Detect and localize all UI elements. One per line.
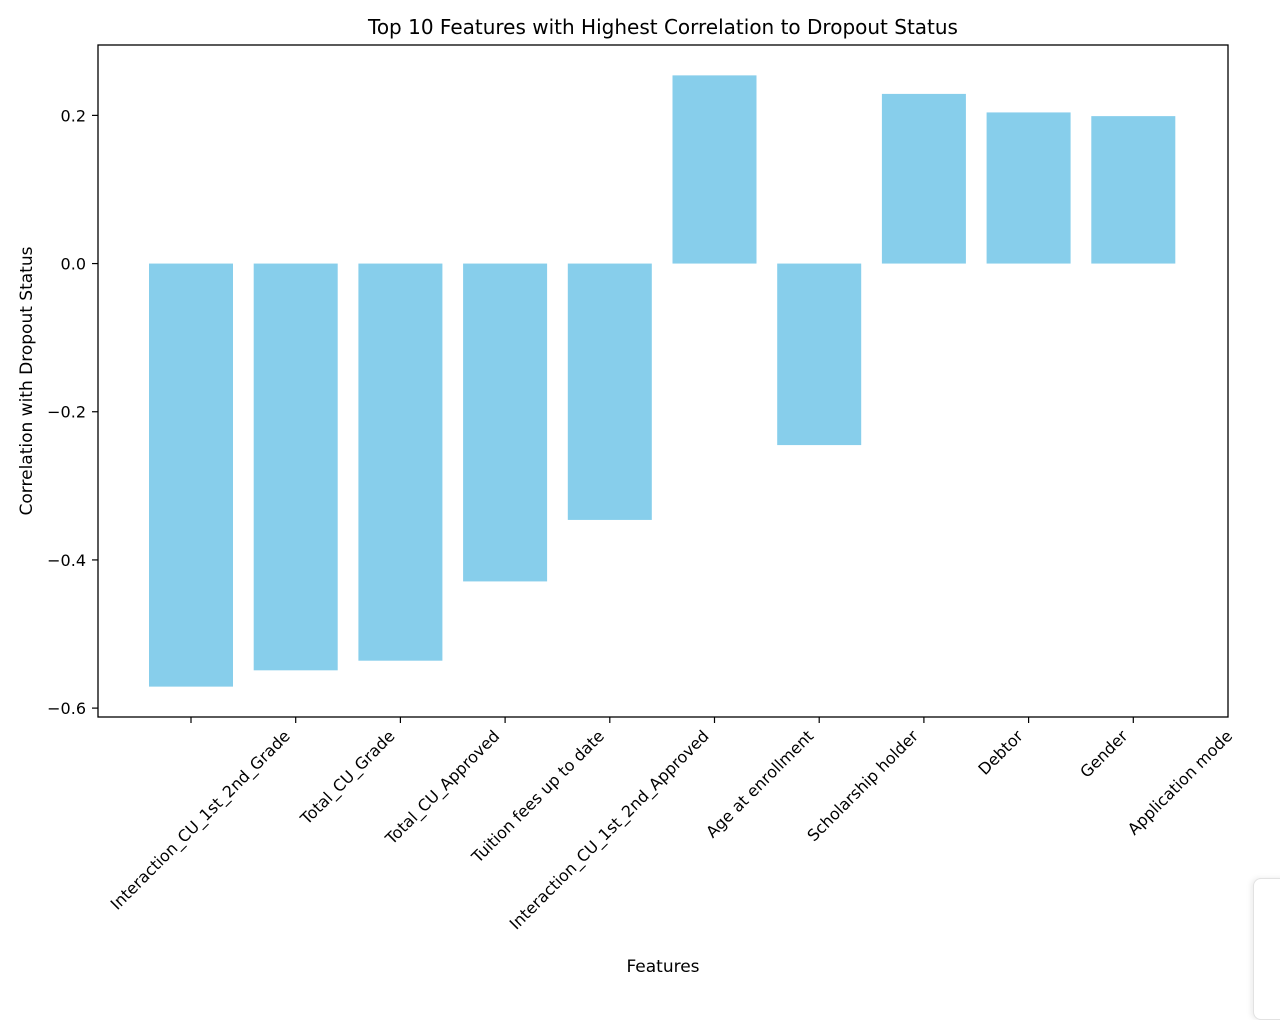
bar [881,93,966,264]
plot-frame [97,44,1229,718]
x-tick-label: Interaction_CU_1st_2nd_Approved [506,726,714,934]
bar [777,263,862,446]
x-axis-ticks: Interaction_CU_1st_2nd_Grade Total_CU_Gra… [107,717,1236,934]
x-tick-label: Scholarship holder [803,726,922,845]
y-axis-ticks: −0.6 −0.4 −0.2 0.0 0.2 [47,106,98,718]
bar [253,263,338,671]
y-tick-label: −0.2 [47,403,86,422]
x-tick-label: Debtor [974,726,1027,779]
x-tick-label: Total_CU_Grade [296,726,399,829]
y-axis-label: Correlation with Dropout Status [17,246,37,515]
y-tick-label: −0.6 [47,699,86,718]
x-tick-label: Interaction_CU_1st_2nd_Grade [107,726,295,914]
x-axis-label: Features [626,957,699,977]
bars-group [149,75,1176,687]
x-tick-label: Gender [1076,726,1131,781]
x-tick-label: Application mode [1124,726,1236,838]
bar [149,263,233,687]
x-tick-label: Total_CU_Approved [381,726,504,849]
bar [463,263,548,582]
bar [1091,116,1176,264]
bar [358,263,443,661]
bar [672,75,757,264]
y-tick-label: −0.4 [47,551,86,570]
chart-title: Top 10 Features with Highest Correlation… [367,15,958,39]
bar [986,112,1071,264]
bar [567,263,652,520]
side-panel-edge [1253,878,1280,1020]
y-tick-label: 0.2 [61,106,86,125]
y-tick-label: 0.0 [61,255,86,274]
x-tick-label: Age at enrollment [702,726,817,841]
